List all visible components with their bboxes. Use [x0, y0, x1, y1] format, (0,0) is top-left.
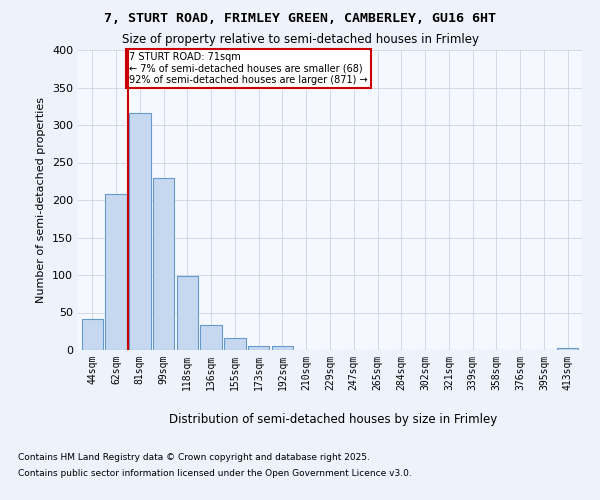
Text: Distribution of semi-detached houses by size in Frimley: Distribution of semi-detached houses by …: [169, 412, 497, 426]
Text: 7 STURT ROAD: 71sqm
← 7% of semi-detached houses are smaller (68)
92% of semi-de: 7 STURT ROAD: 71sqm ← 7% of semi-detache…: [129, 52, 368, 86]
Text: Contains public sector information licensed under the Open Government Licence v3: Contains public sector information licen…: [18, 468, 412, 477]
Bar: [129, 113, 151, 350]
Text: Contains HM Land Registry data © Crown copyright and database right 2025.: Contains HM Land Registry data © Crown c…: [18, 454, 370, 462]
Bar: [200, 324, 222, 350]
Bar: [106, 194, 127, 350]
Bar: [176, 276, 198, 350]
Bar: [272, 346, 293, 350]
Bar: [82, 320, 103, 350]
Text: Size of property relative to semi-detached houses in Frimley: Size of property relative to semi-detach…: [121, 32, 479, 46]
Text: 7, STURT ROAD, FRIMLEY GREEN, CAMBERLEY, GU16 6HT: 7, STURT ROAD, FRIMLEY GREEN, CAMBERLEY,…: [104, 12, 496, 26]
Bar: [248, 346, 269, 350]
Bar: [224, 338, 245, 350]
Bar: [557, 348, 578, 350]
Bar: [153, 178, 174, 350]
Y-axis label: Number of semi-detached properties: Number of semi-detached properties: [37, 97, 46, 303]
